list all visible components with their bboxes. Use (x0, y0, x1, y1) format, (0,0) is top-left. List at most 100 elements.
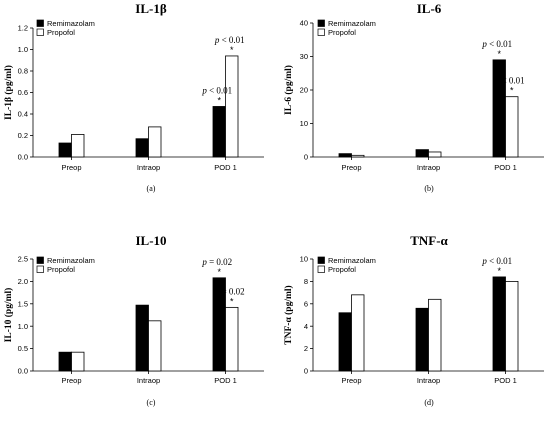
bar-remimazolam-pod1 (492, 59, 506, 158)
chart-title: IL-6 (417, 1, 442, 16)
legend-swatch-propofol (317, 28, 325, 36)
bar-remimazolam-intraop (135, 138, 149, 158)
legend-swatch-remimazolam (317, 256, 325, 264)
legend-swatch-propofol (36, 265, 44, 273)
y-tick-label: 8 (304, 277, 308, 286)
bar-propofol-pod1 (225, 306, 239, 372)
bar-propofol-preop (71, 134, 85, 158)
bar-propofol-intraop (428, 151, 442, 158)
y-tick-label: 30 (300, 52, 308, 61)
chart-panel-4: TNF-α 0 2 4 6 8 10 TNF-α (pg/ml) Preop Intraop POD… (283, 233, 544, 407)
y-tick-label: 0 (304, 367, 308, 376)
y-axis-label: IL-10 (pg/ml) (3, 288, 14, 343)
bar-remimazolam-preop (58, 142, 72, 158)
y-tick-label: 2.0 (18, 277, 28, 286)
bar-remimazolam-preop (338, 153, 352, 158)
x-tick-label: Intraop (137, 163, 160, 172)
y-axis-label: IL-1β (pg/ml) (3, 65, 14, 120)
bar-propofol-preop (351, 294, 365, 372)
significance-star: * (230, 45, 234, 55)
legend-label: Propofol (328, 265, 356, 274)
y-tick-label: 0.0 (18, 367, 28, 376)
significance-star: * (497, 266, 501, 276)
y-tick-label: 0.0 (18, 153, 28, 162)
panel-letter: (d) (424, 398, 434, 407)
y-tick-label: 1.2 (18, 24, 28, 33)
panel-letter: (a) (147, 184, 156, 193)
legend-swatch-remimazolam (36, 19, 44, 27)
bar-remimazolam-intraop (415, 149, 429, 158)
p-value-label: p < 0.01 (481, 256, 512, 266)
p-value-label: p < 0.01 (494, 76, 525, 86)
bar-propofol-preop (71, 351, 85, 372)
y-tick-label: 10 (300, 255, 308, 264)
significance-star: * (217, 95, 221, 105)
legend-swatch-propofol (317, 265, 325, 273)
y-tick-label: 2 (304, 344, 308, 353)
x-tick-label: POD 1 (494, 376, 517, 385)
chart-panel-1: IL-1β 0.0 0.2 0.4 0.6 0.8 1.0 1.2 IL-1β (pg/ml) P… (3, 1, 264, 193)
bar-remimazolam-pod1 (492, 276, 506, 372)
x-tick-label: Intraop (417, 376, 440, 385)
legend-label: Propofol (47, 28, 75, 37)
y-tick-label: 0.5 (18, 344, 28, 353)
chart-panel-3: IL-10 0.0 0.5 1.0 1.5 2.0 2.5 IL-10 (pg/ml) Preo… (3, 233, 264, 407)
x-tick-label: POD 1 (214, 163, 237, 172)
p-value-label: p = 0.02 (214, 286, 245, 296)
bar-remimazolam-intraop (135, 304, 149, 372)
bar-remimazolam-preop (58, 351, 72, 372)
x-tick-label: POD 1 (214, 376, 237, 385)
y-tick-label: 0.8 (18, 67, 28, 76)
x-tick-label: Preop (341, 376, 361, 385)
x-tick-label: Intraop (417, 163, 440, 172)
y-tick-label: 1.0 (18, 45, 28, 54)
y-axis-label: IL-6 (pg/ml) (283, 65, 294, 115)
x-tick-label: Intraop (137, 376, 160, 385)
significance-star: * (497, 49, 501, 59)
y-tick-label: 10 (300, 119, 308, 128)
y-tick-label: 0 (304, 153, 308, 162)
x-tick-label: Preop (61, 376, 81, 385)
y-tick-label: 6 (304, 299, 308, 308)
panel-letter: (b) (424, 184, 434, 193)
x-tick-label: Preop (341, 163, 361, 172)
p-value-label: p < 0.01 (201, 85, 232, 95)
y-tick-label: 2.5 (18, 255, 28, 264)
bar-remimazolam-pod1 (212, 106, 226, 158)
panel-letter: (c) (147, 398, 156, 407)
legend-swatch-remimazolam (36, 256, 44, 264)
legend-swatch-propofol (36, 28, 44, 36)
y-axis-label: TNF-α (pg/ml) (283, 285, 294, 344)
y-tick-label: 1.0 (18, 322, 28, 331)
y-tick-label: 40 (300, 19, 308, 28)
legend-label: Propofol (328, 28, 356, 37)
significance-star: * (510, 86, 514, 96)
p-value-label: p < 0.01 (214, 35, 245, 45)
chart-title: IL-1β (135, 1, 167, 16)
bar-propofol-pod1 (505, 96, 519, 158)
chart-panel-2: IL-6 0 10 20 30 40 IL-6 (pg/ml) Preop Intraop POD… (283, 1, 544, 193)
legend-label: Propofol (47, 265, 75, 274)
y-tick-label: 0.2 (18, 131, 28, 140)
bar-remimazolam-preop (338, 312, 352, 372)
legend-label: Remimazolam (328, 19, 376, 28)
chart-title: IL-10 (135, 233, 166, 248)
bar-remimazolam-intraop (415, 307, 429, 372)
significance-star: * (217, 267, 221, 277)
chart-title: TNF-α (410, 233, 448, 248)
y-tick-label: 20 (300, 86, 308, 95)
y-tick-label: 0.4 (18, 110, 28, 119)
bar-propofol-pod1 (505, 280, 519, 372)
legend-swatch-remimazolam (317, 19, 325, 27)
p-value-label: p = 0.02 (201, 257, 232, 267)
legend-label: Remimazolam (47, 256, 95, 265)
significance-star: * (230, 296, 234, 306)
bar-propofol-intraop (428, 298, 442, 372)
y-tick-label: 4 (304, 322, 308, 331)
y-tick-label: 1.5 (18, 299, 28, 308)
x-tick-label: Preop (61, 163, 81, 172)
bar-propofol-intraop (148, 126, 162, 158)
bar-propofol-pod1 (225, 55, 239, 158)
p-value-label: p < 0.01 (481, 39, 512, 49)
